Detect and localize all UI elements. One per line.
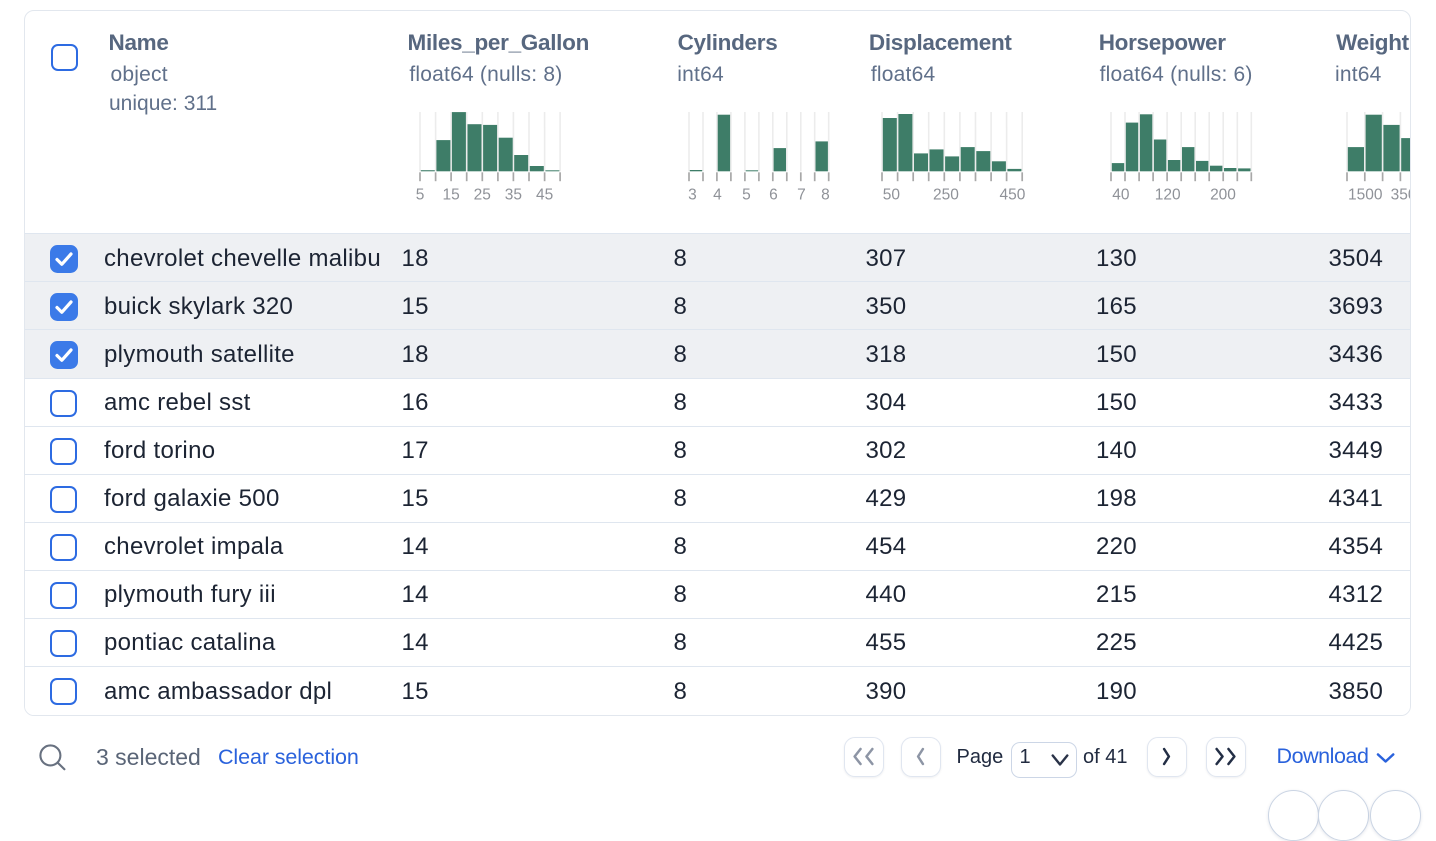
svg-text:3500: 3500 (1390, 187, 1411, 204)
svg-text:7: 7 (797, 187, 806, 204)
svg-text:450: 450 (999, 187, 1025, 204)
svg-text:1500: 1500 (1348, 187, 1383, 204)
svg-text:25: 25 (474, 187, 491, 204)
svg-text:6: 6 (769, 187, 778, 204)
svg-text:3: 3 (688, 187, 697, 204)
svg-text:4: 4 (713, 187, 722, 204)
svg-text:200: 200 (1210, 187, 1236, 204)
svg-text:40: 40 (1112, 187, 1130, 204)
svg-text:5: 5 (742, 187, 751, 204)
svg-text:45: 45 (536, 187, 553, 204)
svg-text:5: 5 (416, 187, 425, 204)
svg-text:15: 15 (442, 187, 459, 204)
svg-text:8: 8 (821, 187, 830, 204)
svg-text:50: 50 (882, 187, 900, 204)
svg-text:120: 120 (1154, 187, 1180, 204)
svg-text:250: 250 (933, 187, 959, 204)
svg-text:35: 35 (505, 187, 522, 204)
